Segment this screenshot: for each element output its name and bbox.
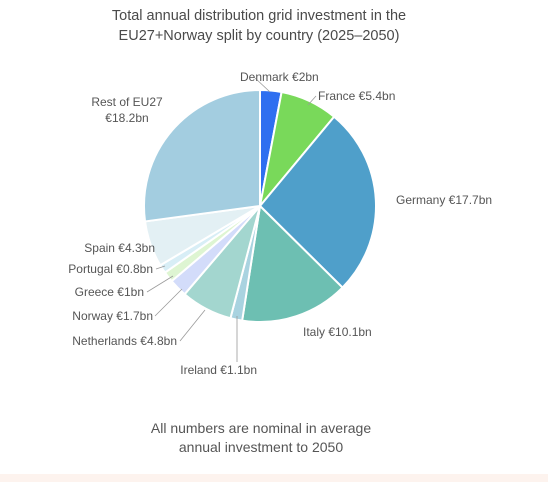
footnote-line-1: All numbers are nominal in average	[150, 420, 372, 436]
pie-slice-2	[258, 115, 377, 289]
leader-line-8	[155, 265, 166, 270]
pie-chart: Denmark €2bn France €5.4bn Germany €17.7bn…	[68, 70, 492, 377]
leader-line-5	[179, 309, 206, 342]
chart-title-line-1: Total annual distribution grid investmen…	[111, 8, 407, 24]
leader-line-0	[254, 77, 271, 93]
slice-label-10-line-1: €18.2bn	[105, 111, 148, 125]
slice-labels: Denmark €2bn France €5.4bn Germany €17.7bn…	[68, 70, 492, 377]
slice-label-1: France €5.4bn	[318, 89, 395, 103]
chart-title: Total annual distribution grid investmen…	[0, 6, 518, 46]
pie-slice-3	[241, 203, 344, 323]
leader-line-7	[146, 275, 174, 293]
leader-line-6	[154, 288, 183, 317]
slice-label-8: Portugal €0.8bn	[68, 262, 153, 276]
slice-label-6: Norway €1.7bn	[72, 309, 153, 323]
slice-label-9: Spain €4.3bn	[84, 241, 155, 255]
slice-label-5: Netherlands €4.8bn	[72, 334, 177, 348]
slice-label-7: Greece €1bn	[75, 285, 144, 299]
pie-slices	[143, 88, 377, 323]
slice-label-0: Denmark €2bn	[240, 70, 319, 84]
bottom-band	[0, 474, 548, 482]
slice-label-3: Italy €10.1bn	[303, 325, 372, 339]
leader-lines	[146, 77, 317, 362]
footnote: All numbers are nominal in average annua…	[0, 419, 522, 457]
slice-label-2: Germany €17.7bn	[396, 193, 492, 207]
slice-label-4: Ireland €1.1bn	[180, 363, 257, 377]
slice-label-10-line-0: Rest of EU27	[91, 95, 163, 109]
leader-line-1	[307, 95, 317, 106]
footnote-line-2: annual investment to 2050	[178, 439, 344, 455]
chart-title-line-2: EU27+Norway split by country (2025–2050)	[118, 28, 400, 44]
pie-slice-10	[143, 88, 261, 223]
